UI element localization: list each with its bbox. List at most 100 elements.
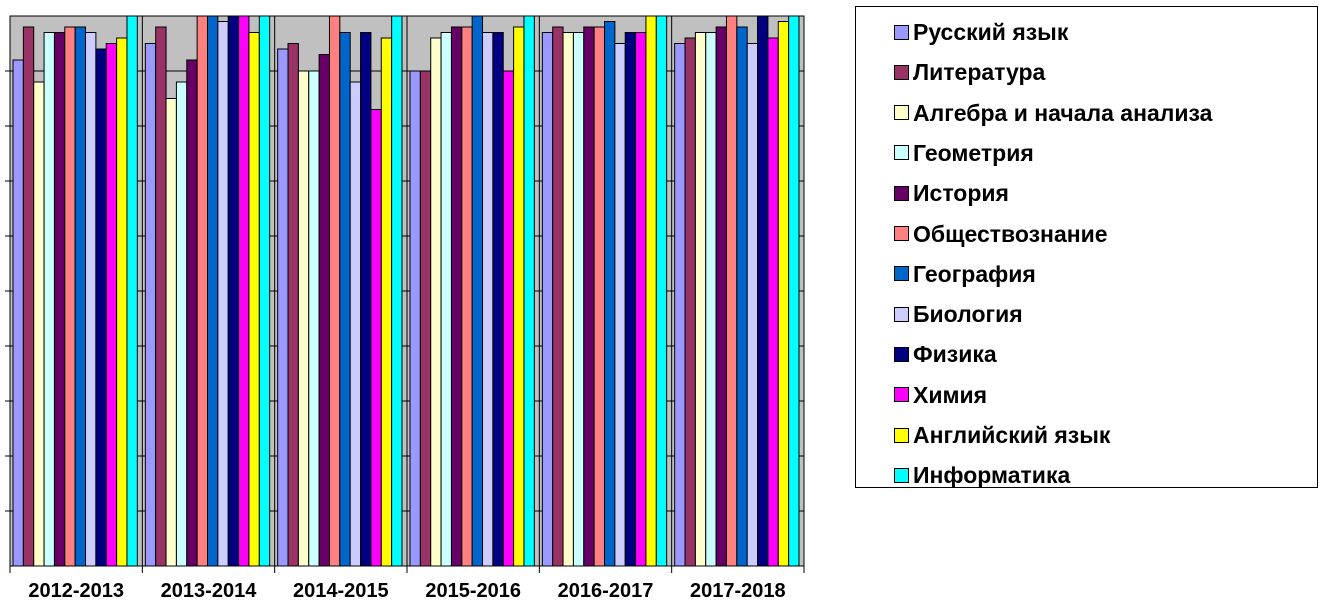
bar [757, 15, 769, 567]
legend-label: Литература [913, 59, 1046, 86]
legend: Русский язык Литература Алгебра и начала а… [855, 6, 1318, 488]
bar [248, 32, 260, 567]
bar [655, 15, 668, 567]
bar [746, 43, 759, 567]
bar [788, 15, 800, 567]
bar [297, 70, 310, 567]
bar [238, 15, 250, 567]
bar [64, 26, 76, 567]
bar [53, 32, 66, 567]
bar [74, 26, 87, 567]
bar [705, 32, 717, 567]
legend-swatch [894, 226, 909, 241]
bar [85, 32, 97, 567]
bar [482, 32, 494, 567]
bar [370, 109, 382, 567]
bar [12, 59, 24, 567]
legend-label: Биология [913, 301, 1023, 328]
legend-swatch [894, 145, 909, 161]
bar-chart: 2012-2013 2013-2014 2014-2015 2015-2016 2016… [5, 15, 805, 601]
legend-label: Обществознание [913, 220, 1108, 247]
legend-item: Английский язык [894, 420, 1110, 450]
legend-item: Геометрия [894, 138, 1034, 168]
legend-label: Информатика [913, 462, 1071, 489]
bar [360, 32, 372, 567]
bar [95, 48, 107, 567]
bar [430, 37, 442, 567]
bar [277, 48, 289, 567]
bar [471, 15, 484, 567]
bar [380, 37, 393, 567]
legend-label: Русский язык [913, 19, 1069, 45]
bar [258, 15, 271, 567]
legend-item: История [894, 178, 1009, 208]
bar [604, 21, 616, 567]
bar [523, 15, 535, 567]
x-tick-label: 2015-2016 [425, 580, 521, 601]
legend-swatch [894, 467, 909, 483]
bar [287, 43, 299, 567]
bar [227, 15, 240, 567]
bar [674, 43, 686, 567]
bar [694, 32, 707, 567]
legend-label: Физика [913, 341, 997, 368]
legend-item: Обществознание [894, 219, 1108, 249]
bar [419, 70, 432, 567]
legend-swatch [894, 266, 909, 282]
legend-label: Алгебра и начала анализа [913, 99, 1213, 126]
bar [715, 26, 727, 567]
legend-item: Русский язык [894, 17, 1068, 47]
bar [684, 37, 696, 567]
bar [328, 15, 341, 567]
legend-swatch [894, 185, 909, 201]
bar [186, 59, 198, 567]
bar [116, 37, 128, 567]
legend-label: История [913, 180, 1009, 207]
bar [541, 32, 554, 567]
bars [12, 15, 800, 567]
legend-item: Литература [894, 57, 1045, 87]
bar [349, 81, 362, 567]
bar [318, 54, 330, 567]
bar [777, 21, 790, 567]
x-tick-label: 2017-2018 [690, 580, 786, 601]
legend-swatch [894, 346, 909, 362]
bar [144, 43, 157, 567]
bar [308, 70, 320, 567]
bar [593, 26, 606, 567]
bar [196, 15, 208, 567]
bar [126, 15, 138, 567]
legend-item: Алгебра и начала анализа [894, 98, 1212, 128]
legend-item: Физика [894, 339, 997, 369]
x-axis: 2012-2013 2013-2014 2014-2015 2015-2016 2016… [9, 566, 805, 601]
bar [635, 32, 647, 567]
legend-item: Информатика [894, 460, 1070, 490]
bar [339, 32, 351, 567]
bar [767, 37, 779, 567]
bar [461, 26, 473, 567]
bar [450, 26, 463, 567]
bar [492, 32, 504, 567]
x-tick-label: 2012-2013 [28, 580, 124, 601]
x-tick-label: 2013-2014 [161, 580, 258, 601]
legend-swatch [894, 387, 909, 403]
bar [624, 32, 637, 567]
bar [207, 15, 219, 567]
bar [217, 21, 229, 567]
bar [165, 98, 177, 567]
bar [175, 81, 188, 567]
bar [614, 43, 626, 567]
legend-swatch [894, 105, 909, 121]
bar [725, 15, 738, 567]
legend-swatch [894, 64, 909, 80]
bar [155, 26, 167, 567]
legend-item: География [894, 259, 1036, 289]
legend-label: Геометрия [913, 139, 1034, 166]
legend-swatch [894, 427, 909, 443]
bar [562, 32, 574, 567]
legend-label: Химия [913, 381, 988, 408]
bar [440, 32, 452, 567]
bar [645, 15, 657, 567]
legend-item: Химия [894, 380, 987, 410]
bar [736, 26, 748, 567]
